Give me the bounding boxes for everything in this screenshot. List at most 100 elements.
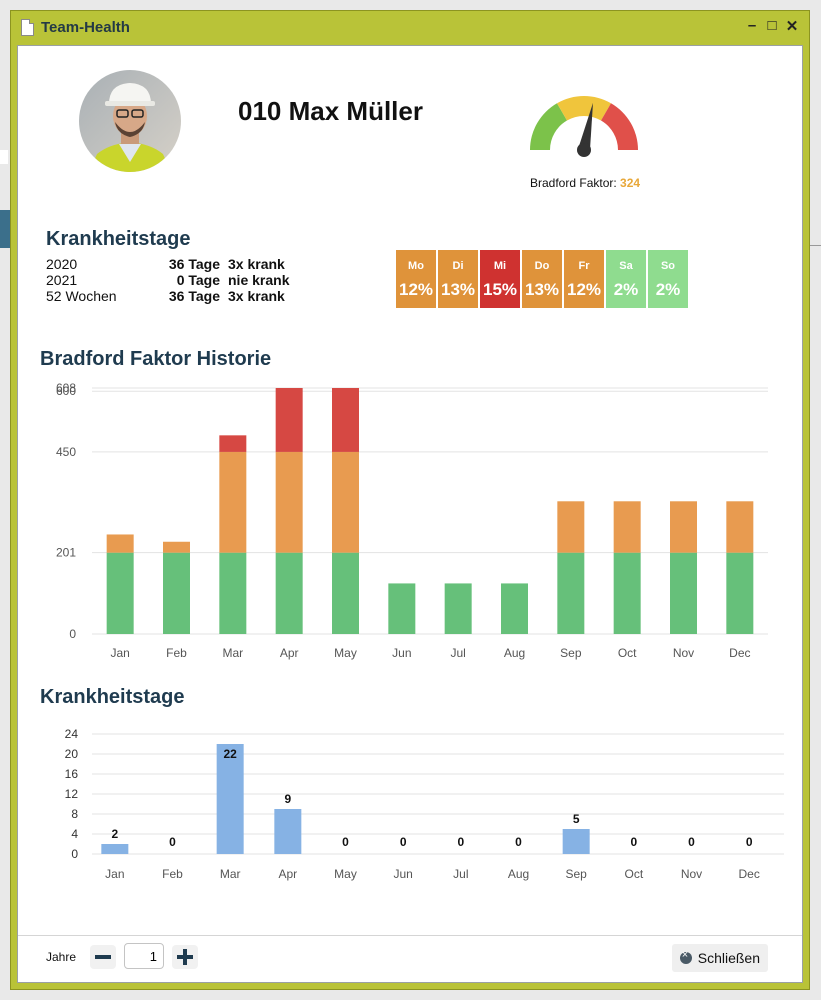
bar-segment: [557, 501, 585, 553]
dialog-content: 010 Max Müller Bradford Faktor: 324 Kran…: [17, 45, 803, 983]
decrease-years-button[interactable]: [90, 945, 116, 969]
close-window-button[interactable]: ✕: [785, 18, 799, 35]
sick-summary-row: 2020 36 Tage 3x krank: [46, 256, 289, 272]
gauge-needle: [578, 102, 593, 152]
gauge-segment-green: [530, 103, 567, 150]
x-tick-label: Sep: [565, 867, 587, 881]
data-label: 2: [111, 827, 118, 841]
sick-days-count: 36 Tage: [168, 288, 220, 304]
data-label: 22: [223, 747, 237, 761]
x-tick-label: Oct: [624, 867, 643, 881]
weekday-percentage: 15%: [482, 280, 518, 299]
employee-name: 010 Max Müller: [238, 96, 423, 126]
weekday-box-so: So 2%: [648, 250, 688, 308]
y-tick-label: 16: [65, 767, 79, 781]
y-tick-label: 0: [71, 847, 78, 861]
sick-summary-row: 2021 0 Tage nie krank: [46, 272, 289, 288]
weekday-percentage: 13%: [440, 280, 476, 299]
weekday-box-sa: Sa 2%: [606, 250, 646, 308]
x-tick-label: Oct: [618, 646, 637, 660]
y-tick-label: 450: [56, 445, 76, 459]
bradford-factor-label: Bradford Faktor: 324: [530, 176, 640, 190]
sick-days-count: 36 Tage: [168, 256, 220, 272]
bar-segment: [219, 435, 247, 452]
x-tick-label: Nov: [673, 646, 694, 660]
background-strip: [0, 150, 8, 164]
weekday-percentage: 2%: [655, 280, 681, 299]
x-tick-label: Nov: [681, 867, 702, 881]
y-tick-label: 20: [65, 747, 79, 761]
x-tick-label: Mar: [220, 867, 241, 881]
data-label: 0: [688, 835, 695, 849]
weekday-label: Do: [534, 260, 550, 272]
footer-bar: Jahre Schließen: [18, 935, 802, 982]
bar-segment: [444, 583, 472, 634]
sick-period: 2020: [46, 256, 78, 272]
increase-years-button[interactable]: [172, 945, 198, 969]
bar-segment: [332, 451, 359, 553]
x-tick-label: Sep: [560, 646, 582, 660]
gauge-segment-yellow: [557, 96, 611, 121]
weekday-box-di: Di 13%: [438, 250, 478, 308]
dialog-window: Team-Health – □ ✕ 010 Max Müller: [10, 10, 810, 990]
minimize-button[interactable]: –: [747, 17, 757, 34]
sick-frequency: 3x krank: [228, 288, 285, 304]
x-tick-label: Dec: [738, 867, 759, 881]
x-tick-label: Aug: [504, 646, 525, 660]
y-tick-label: 12: [65, 787, 79, 801]
weekday-label: Di: [452, 260, 464, 272]
x-tick-label: Jun: [393, 867, 412, 881]
data-label: 9: [284, 792, 291, 806]
bar-segment: [388, 583, 416, 634]
data-label: 0: [169, 835, 176, 849]
bar-segment: [613, 552, 641, 634]
weekday-box-do: Do 13%: [522, 250, 562, 308]
weekday-percentage: 12%: [398, 280, 434, 299]
weekday-box-fr: Fr 12%: [564, 250, 604, 308]
sick-days-chart: 0 4 8 12 16 20 24 2 Jan 0 Feb 22 Mar 9 Apr 0 May 0 Jun 0 Jul…: [65, 727, 784, 881]
weekday-label: Mo: [408, 260, 424, 272]
y-tick-label: 8: [71, 807, 78, 821]
bar-segment: [219, 451, 247, 553]
bar-segment: [613, 501, 641, 553]
x-tick-label: Jan: [105, 867, 124, 881]
bar: [101, 844, 129, 854]
bar-segment: [332, 388, 359, 452]
bar-segment: [219, 552, 247, 634]
weekday-distribution: Mo 12% Di 13% Mi 15% Do 13% Fr 12% Sa 2% So 2%: [396, 250, 688, 308]
x-tick-label: Jan: [110, 646, 129, 660]
bar-segment: [106, 534, 134, 553]
background-panel-edge: [0, 210, 10, 248]
close-button-label: Schließen: [697, 950, 760, 966]
data-label: 0: [457, 835, 464, 849]
y-tick-label: 600: [56, 384, 76, 398]
bradford-history-title: Bradford Faktor Historie: [40, 348, 272, 370]
years-input[interactable]: [124, 943, 164, 969]
data-label: 5: [573, 812, 580, 826]
weekday-label: Sa: [619, 260, 633, 272]
close-button[interactable]: Schließen: [671, 944, 768, 972]
maximize-button[interactable]: □: [767, 17, 777, 34]
y-tick-label: 0: [69, 627, 76, 641]
y-tick-label: 24: [65, 727, 79, 741]
x-tick-label: Feb: [162, 867, 183, 881]
sick-summary-row: 52 Wochen 36 Tage 3x krank: [46, 288, 289, 304]
bar-segment: [163, 552, 190, 634]
x-tick-label: Dec: [729, 646, 750, 660]
bar: [562, 829, 590, 854]
weekday-label: Mi: [493, 260, 507, 272]
bar: [216, 744, 244, 854]
title-bar[interactable]: Team-Health – □ ✕: [11, 11, 809, 43]
bar-segment: [332, 552, 359, 634]
x-tick-label: Jul: [453, 867, 468, 881]
data-label: 0: [746, 835, 753, 849]
weekday-label: So: [660, 260, 676, 272]
avatar: [79, 70, 181, 172]
window-title: Team-Health: [41, 18, 130, 36]
sick-frequency: nie krank: [228, 272, 290, 288]
bar-segment: [275, 552, 303, 634]
bar-segment: [726, 501, 754, 553]
weekday-box-mo: Mo 12%: [396, 250, 436, 308]
weekday-percentage: 12%: [566, 280, 602, 299]
close-circle-icon: [679, 949, 692, 964]
